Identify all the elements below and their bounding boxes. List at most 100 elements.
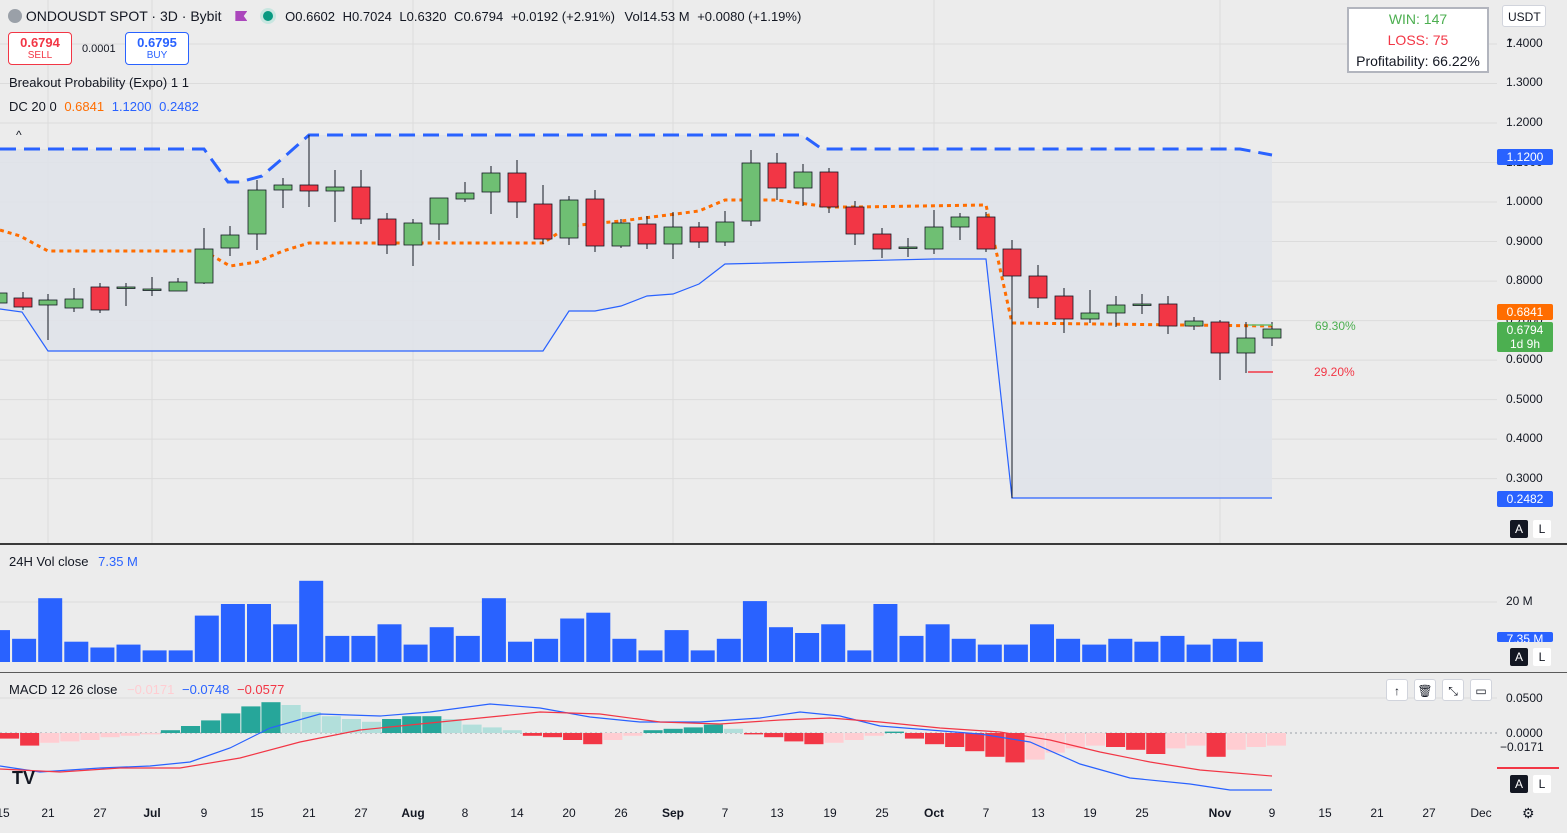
candle[interactable] — [142, 277, 162, 296]
candle[interactable] — [819, 168, 839, 213]
candle[interactable] — [90, 283, 110, 313]
macd-hist-bar — [884, 731, 904, 733]
candle[interactable] — [194, 228, 214, 284]
time-axis-label: 15 — [1318, 806, 1332, 820]
candle[interactable] — [767, 153, 787, 200]
candle[interactable] — [976, 212, 996, 252]
macd-hist-bar — [0, 733, 20, 739]
candle[interactable] — [611, 219, 631, 248]
price-chart[interactable]: ^ — [0, 0, 1497, 545]
candle[interactable] — [1028, 265, 1048, 308]
volume-legend[interactable]: 24H Vol close 7.35 M — [9, 554, 138, 569]
candle[interactable] — [351, 170, 371, 224]
candle[interactable] — [741, 150, 761, 226]
time-axis-label: 7 — [982, 806, 990, 820]
candle[interactable] — [299, 135, 319, 207]
collapse-chevron-icon[interactable]: ^ — [16, 128, 22, 142]
candle[interactable] — [637, 216, 657, 249]
candle[interactable] — [116, 283, 136, 306]
move-up-icon[interactable]: ↑ — [1386, 679, 1408, 701]
candle[interactable] — [845, 201, 865, 245]
candle[interactable] — [220, 226, 240, 256]
candle[interactable] — [1106, 296, 1126, 327]
breakout-indicator-legend[interactable]: Breakout Probability (Expo) 1 1 — [9, 75, 189, 90]
macd-legend[interactable]: MACD 12 26 close −0.0171 −0.0748 −0.0577 — [9, 682, 285, 697]
maximize-icon[interactable]: ▭ — [1470, 679, 1492, 701]
volume-bar — [38, 598, 63, 662]
volume-bar — [847, 650, 872, 662]
candle[interactable] — [455, 182, 475, 202]
macd-hist-bar — [40, 733, 60, 743]
volume-bar — [716, 638, 741, 662]
price-axis-label: 0.6000 — [1506, 352, 1543, 367]
candle[interactable] — [1132, 294, 1152, 314]
candle[interactable] — [924, 210, 944, 254]
candle[interactable] — [1054, 288, 1074, 333]
candle[interactable] — [481, 166, 501, 214]
candle[interactable] — [1184, 317, 1204, 330]
macd-log-scale-button[interactable]: L — [1533, 775, 1551, 793]
candle[interactable] — [1080, 290, 1100, 323]
market-status-icon — [263, 11, 274, 21]
candle[interactable] — [898, 238, 918, 257]
macd-hist-bar — [160, 730, 180, 733]
volume-change: +0.0080 (+1.19%) — [697, 9, 802, 24]
delete-icon[interactable]: 🗑 — [1414, 679, 1436, 701]
candle[interactable] — [429, 197, 449, 240]
volume-auto-scale-button[interactable]: A — [1510, 648, 1528, 666]
candle[interactable] — [950, 213, 970, 240]
settings-gear-icon[interactable]: ⚙ — [1522, 805, 1535, 821]
time-axis-label: 26 — [614, 806, 628, 820]
candle[interactable] — [64, 288, 84, 312]
candle[interactable] — [793, 164, 813, 206]
macd-hist-bar — [442, 719, 462, 733]
candle[interactable] — [1002, 240, 1022, 498]
macd-hist-bar — [945, 733, 965, 747]
macd-hist-bar — [1085, 733, 1106, 746]
candle[interactable] — [13, 292, 33, 310]
candle[interactable] — [273, 178, 293, 208]
candle[interactable] — [325, 170, 345, 222]
candle[interactable] — [689, 222, 709, 248]
time-axis-label: 21 — [41, 806, 55, 820]
candle[interactable] — [585, 190, 605, 252]
candle[interactable] — [377, 213, 397, 254]
candle[interactable] — [533, 185, 553, 244]
macd-chart[interactable]: TV — [0, 674, 1497, 800]
dc-indicator-legend[interactable]: DC 20 0 0.6841 1.1200 0.2482 — [9, 99, 199, 114]
candle[interactable] — [715, 211, 735, 246]
collapse-icon[interactable]: ⤡ — [1442, 679, 1464, 701]
candle[interactable] — [663, 212, 683, 259]
volume-chart[interactable] — [0, 546, 1497, 672]
symbol-name[interactable]: ONDOUSDT SPOT — [25, 8, 148, 24]
candle[interactable] — [168, 278, 188, 292]
symbol-legend: ONDOUSDT SPOT · 3D · Bybit O0.6602 H0.70… — [8, 8, 801, 24]
volume-log-scale-button[interactable]: L — [1533, 648, 1551, 666]
candle[interactable] — [1262, 322, 1282, 346]
volume-bar — [664, 630, 689, 662]
buy-button[interactable]: 0.6795 BUY — [125, 32, 189, 65]
candle[interactable] — [872, 228, 892, 258]
volume-bar — [220, 604, 245, 662]
candle[interactable] — [1236, 322, 1256, 373]
interval[interactable]: 3D — [159, 8, 178, 24]
volume-bar — [1030, 624, 1054, 662]
candle[interactable] — [0, 290, 8, 304]
auto-scale-button[interactable]: A — [1510, 520, 1528, 538]
macd-hist-bar — [1146, 733, 1166, 754]
candle[interactable] — [38, 294, 58, 340]
candle[interactable] — [507, 160, 527, 218]
candle[interactable] — [247, 180, 267, 250]
macd-hist-bar — [623, 733, 643, 736]
candle[interactable] — [403, 219, 423, 266]
macd-auto-scale-button[interactable]: A — [1510, 775, 1528, 793]
candle[interactable] — [1210, 320, 1230, 380]
sell-button[interactable]: 0.6794 SELL — [8, 32, 72, 65]
candle[interactable] — [1158, 296, 1178, 334]
candlesticks[interactable] — [0, 135, 1282, 498]
currency-select[interactable]: USDT ▾ — [1502, 5, 1546, 45]
log-scale-button[interactable]: L — [1533, 520, 1551, 538]
macd-hist-bar — [1266, 733, 1286, 746]
macd-hist-bar — [904, 733, 925, 739]
candle[interactable] — [559, 196, 579, 245]
